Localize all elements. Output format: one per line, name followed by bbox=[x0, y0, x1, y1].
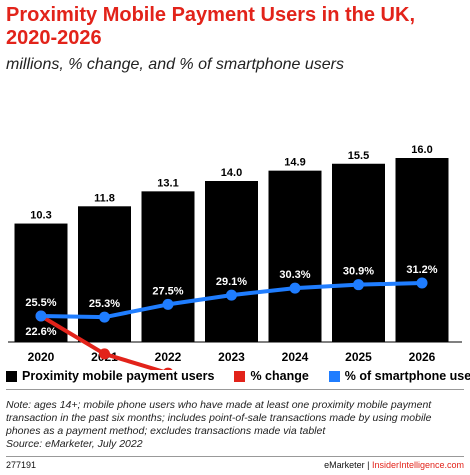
label-pct-change-2021: 14.7% bbox=[89, 364, 120, 370]
brand-emarketer: eMarketer bbox=[324, 460, 365, 470]
chart-title: Proximity Mobile Payment Users in the UK… bbox=[6, 4, 415, 49]
x-tick-2022: 2022 bbox=[155, 350, 182, 364]
marker-pct-smartphone-2025 bbox=[353, 279, 364, 291]
chart-id: 277191 bbox=[6, 460, 37, 470]
chart-note: Note: ages 14+; mobile phone users who h… bbox=[6, 399, 464, 451]
x-tick-2026: 2026 bbox=[409, 350, 436, 364]
x-tick-2023: 2023 bbox=[218, 350, 245, 364]
bar-2025 bbox=[332, 163, 385, 342]
bar-2022 bbox=[141, 191, 195, 342]
marker-pct-smartphone-2024 bbox=[289, 282, 301, 294]
bar-2023 bbox=[205, 181, 258, 342]
legend-item-pct-smartphone: % of smartphone users bbox=[328, 369, 470, 383]
label-pct-change-2020: 22.6% bbox=[25, 326, 56, 338]
source-text: Source: eMarketer, July 2022 bbox=[6, 438, 143, 450]
footer-brand: eMarketer | InsiderIntelligence.com bbox=[324, 460, 464, 470]
label-pct-smartphone-2022: 27.5% bbox=[152, 285, 183, 297]
chart-subtitle: millions, % change, and % of smartphone … bbox=[6, 56, 344, 73]
x-tick-2020: 2020 bbox=[28, 350, 55, 364]
chart-area: 10.311.813.114.014.915.516.0202020212022… bbox=[8, 144, 462, 370]
legend-label-pct-smartphone: % of smartphone users bbox=[344, 369, 470, 383]
label-pct-smartphone-2024: 30.3% bbox=[279, 269, 310, 281]
marker-pct-change-2022 bbox=[163, 367, 173, 370]
bar-2020 bbox=[14, 223, 68, 342]
legend-label-pct-change: % change bbox=[250, 369, 309, 383]
legend-swatch-pct-smartphone bbox=[328, 370, 340, 382]
bar-label-2026: 16.0 bbox=[411, 144, 432, 156]
legend-label-users: Proximity mobile payment users bbox=[22, 369, 215, 383]
legend-swatch-users bbox=[6, 370, 17, 382]
bar-label-2024: 14.9 bbox=[284, 157, 305, 169]
note-text: Note: ages 14+; mobile phone users who h… bbox=[6, 399, 432, 437]
bar-label-2021: 11.8 bbox=[94, 192, 115, 204]
label-pct-smartphone-2021: 25.3% bbox=[89, 298, 120, 310]
marker-pct-smartphone-2021 bbox=[99, 311, 110, 323]
bar-label-2020: 10.3 bbox=[30, 210, 51, 222]
x-tick-2025: 2025 bbox=[345, 350, 372, 364]
bar-label-2025: 15.5 bbox=[348, 150, 369, 162]
bar-2026 bbox=[395, 158, 449, 342]
label-pct-smartphone-2020: 25.5% bbox=[25, 297, 56, 309]
brand-separator: | bbox=[364, 460, 372, 470]
marker-pct-smartphone-2023 bbox=[226, 289, 237, 301]
divider-bottom bbox=[6, 456, 464, 457]
x-tick-2024: 2024 bbox=[282, 350, 309, 364]
label-pct-smartphone-2025: 30.9% bbox=[343, 266, 374, 278]
marker-pct-smartphone-2022 bbox=[162, 298, 174, 310]
legend-item-users: Proximity mobile payment users bbox=[6, 369, 214, 383]
divider-top bbox=[6, 389, 464, 390]
bar-label-2022: 13.1 bbox=[157, 177, 178, 189]
bar-label-2023: 14.0 bbox=[221, 167, 242, 179]
label-pct-smartphone-2026: 31.2% bbox=[406, 264, 437, 276]
marker-pct-smartphone-2026 bbox=[416, 277, 428, 289]
marker-pct-smartphone-2020 bbox=[35, 310, 47, 322]
label-pct-smartphone-2023: 29.1% bbox=[216, 276, 247, 288]
brand-insider: InsiderIntelligence.com bbox=[371, 460, 464, 470]
footer: 277191 eMarketer | InsiderIntelligence.c… bbox=[6, 460, 464, 470]
legend-swatch-pct-change bbox=[234, 370, 246, 382]
legend: Proximity mobile payment users % change … bbox=[6, 369, 470, 383]
marker-pct-change-2021 bbox=[99, 348, 110, 360]
bar-2024 bbox=[268, 170, 322, 342]
legend-item-pct-change: % change bbox=[234, 369, 309, 383]
